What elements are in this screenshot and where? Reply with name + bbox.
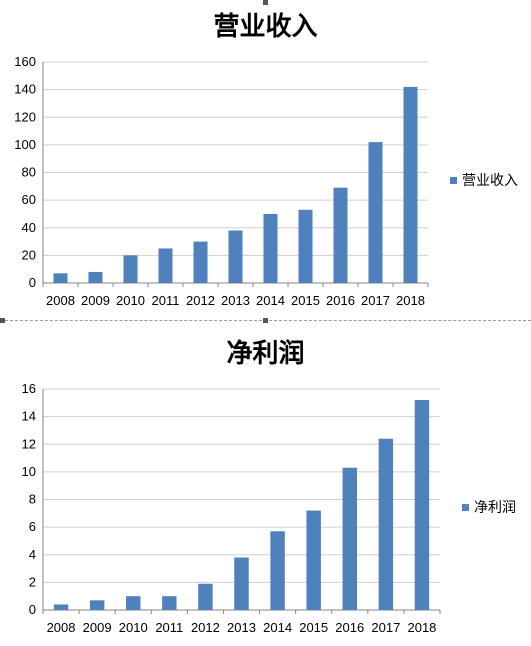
revenue-chart: 营业收入 0 20 40 60 80 100 120 140 160 2008 2009 2010 20…: [0, 0, 531, 320]
bar: [378, 438, 394, 610]
x-tick-label: 2015: [291, 293, 320, 308]
bar: [88, 271, 103, 283]
bar: [126, 596, 141, 610]
x-tick-label: 2013: [227, 620, 256, 635]
y-tick-label: 80: [22, 165, 36, 180]
x-tick-label: 2010: [119, 620, 148, 635]
bar: [228, 230, 243, 283]
y-tick-label: 120: [14, 109, 36, 124]
x-tick-label: 2018: [396, 293, 425, 308]
y-tick-label: 20: [22, 247, 36, 262]
bar: [123, 255, 138, 283]
x-tick-label: 2016: [335, 620, 364, 635]
x-tick-label: 2017: [371, 620, 400, 635]
y-tick-label: 2: [29, 574, 36, 589]
x-tick-label: 2008: [46, 293, 75, 308]
y-tick-label: 16: [22, 381, 36, 396]
bar: [89, 600, 105, 610]
y-tick-label: 4: [29, 547, 36, 562]
x-tick-label: 2012: [191, 620, 220, 635]
x-tick-label: 2016: [326, 293, 355, 308]
bar: [53, 604, 69, 610]
bar: [342, 467, 357, 610]
y-tick-label: 6: [29, 519, 36, 534]
divider-handle-left[interactable]: [0, 318, 5, 323]
legend-label: 净利润: [474, 500, 516, 516]
bar: [53, 273, 68, 283]
x-tick-label: 2014: [263, 620, 292, 635]
bar: [162, 596, 177, 610]
bar: [234, 557, 249, 610]
bar: [198, 583, 213, 610]
y-tick-label: 100: [14, 137, 36, 152]
bar: [403, 86, 418, 283]
chart-title: 净利润: [226, 339, 305, 369]
bar: [306, 510, 321, 610]
x-tick-label: 2015: [299, 620, 328, 635]
bar: [414, 400, 430, 610]
x-tick-label: 2013: [221, 293, 250, 308]
x-tick-label: 2011: [155, 620, 183, 635]
divider-handle-top[interactable]: [263, 0, 268, 5]
legend-label: 营业收入: [462, 173, 518, 189]
chart-title: 营业收入: [213, 12, 318, 42]
y-tick-label: 10: [22, 464, 36, 479]
bar: [270, 531, 285, 610]
bar: [158, 248, 173, 283]
bar: [368, 142, 383, 283]
y-tick-label: 40: [22, 220, 36, 235]
revenue-chart-plot: 0 20 40 60 80 100 120 140 160 2008 2009 2010 2011 201…: [14, 54, 518, 308]
legend-swatch: [450, 177, 457, 184]
y-tick-label: 14: [22, 409, 36, 424]
bar: [263, 213, 278, 283]
bar: [298, 209, 313, 283]
x-tick-label: 2009: [81, 293, 110, 308]
y-tick-label: 160: [14, 54, 36, 69]
bar: [193, 241, 208, 283]
y-tick-label: 0: [29, 275, 36, 290]
net-profit-chart: 净利润 0 2 4 6 8 10 12 14 16 2008 2009 2010 2011 2012 201…: [0, 327, 531, 646]
y-tick-label: 0: [29, 602, 36, 617]
x-tick-label: 2010: [116, 293, 145, 308]
x-tick-label: 2017: [361, 293, 390, 308]
x-tick-label: 2018: [407, 620, 436, 635]
y-tick-label: 8: [29, 492, 36, 507]
legend-swatch: [462, 504, 469, 511]
divider-handle-middle[interactable]: [263, 318, 268, 323]
y-tick-label: 12: [22, 436, 36, 451]
x-tick-label: 2014: [256, 293, 285, 308]
x-tick-label: 2011: [152, 293, 180, 308]
x-tick-label: 2008: [47, 620, 76, 635]
bar: [333, 187, 348, 283]
net-profit-chart-plot: 0 2 4 6 8 10 12 14 16 2008 2009 2010 2011 2012 2013 201…: [22, 381, 516, 635]
x-tick-label: 2009: [83, 620, 112, 635]
y-tick-label: 140: [14, 82, 36, 97]
y-tick-label: 60: [22, 192, 36, 207]
x-tick-label: 2012: [186, 293, 215, 308]
